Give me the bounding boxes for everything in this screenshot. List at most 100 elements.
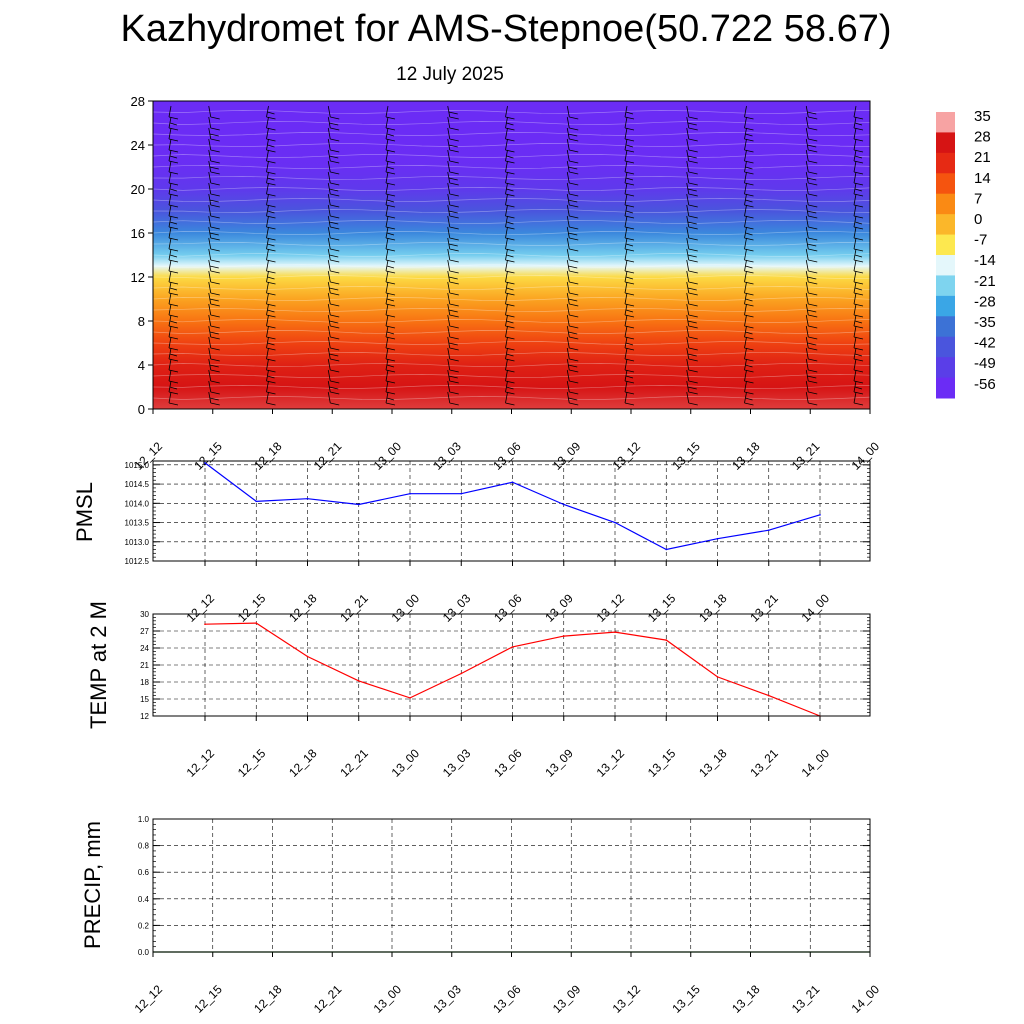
wind-barb-staff (744, 193, 747, 206)
y-tick-label: 16 (131, 226, 145, 241)
wind-barb-staff (566, 182, 570, 195)
wind-barb-flag (329, 122, 339, 126)
wind-barb-flag (210, 358, 220, 362)
wind-barb-flag (853, 149, 864, 153)
wind-barb-staff (805, 259, 809, 272)
temp-point (255, 622, 258, 624)
contour-line (153, 176, 870, 180)
x-tick-label: 13_15 (645, 746, 679, 780)
wind-barb-staff (168, 215, 172, 228)
wind-barb (505, 248, 515, 263)
wind-barb (168, 171, 179, 186)
wind-barb-staff (168, 347, 172, 360)
wind-barb-flag (569, 281, 579, 285)
wind-barb (686, 259, 698, 274)
wind-barb (447, 237, 459, 252)
wind-barb (266, 347, 276, 362)
wind-barb-flag (569, 314, 579, 318)
wind-barb-staff (168, 292, 172, 305)
wind-barb-staff (505, 160, 508, 173)
contour-line (153, 385, 870, 389)
wind-barb-flag (744, 347, 754, 351)
wind-barb (385, 171, 396, 186)
wind-barb-staff (686, 105, 690, 118)
wind-barb-flag (807, 309, 817, 313)
wind-barb-staff (686, 314, 690, 327)
wind-barb-staff (505, 204, 508, 217)
wind-barb-staff (168, 336, 172, 349)
wind-barb-flag (745, 298, 753, 302)
wind-barb-flag (210, 171, 220, 175)
wind-barb-flag (625, 144, 634, 148)
wind-barb-flag (330, 226, 340, 230)
wind-barb (624, 303, 635, 318)
wind-barb-flag (168, 303, 179, 307)
wind-barb-staff (624, 193, 628, 206)
y-tick-label: 27 (140, 627, 149, 636)
wind-barb-staff (447, 248, 451, 261)
wind-barb-staff (385, 204, 389, 217)
wind-barb-flag (505, 347, 515, 351)
temp-point (357, 680, 360, 682)
wind-barb-flag (210, 204, 220, 208)
wind-barb-staff (853, 369, 857, 382)
colorbar-label: -42 (974, 335, 996, 352)
wind-barb-staff (208, 182, 212, 195)
wind-barb-staff (624, 270, 628, 283)
wind-barb (447, 105, 459, 120)
wind-barb (447, 116, 459, 131)
wind-barb-staff (266, 193, 269, 206)
wind-barb-staff (744, 237, 747, 250)
wind-barb-flag (745, 166, 753, 170)
wind-barb (566, 325, 579, 340)
x-tick-label: 12_12 (184, 746, 218, 780)
wind-barb-flag (169, 155, 178, 159)
wind-barb-staff (447, 369, 451, 382)
wind-barb (505, 303, 515, 318)
temp-point (716, 676, 719, 678)
wind-barb-flag (569, 336, 579, 340)
wind-barb (208, 182, 220, 197)
wind-barb-staff (168, 127, 172, 140)
wind-barb-flag (744, 358, 754, 362)
wind-barb-flag (745, 199, 753, 203)
wind-barb (805, 303, 818, 318)
precip-panel: 0.0 0.2 0.4 0.6 0.8 1.0 12_12 12_15 12_18 12_21 13… (80, 815, 882, 1016)
wind-barb-flag (386, 133, 395, 137)
wind-barb-staff (624, 105, 628, 118)
wind-barb-staff (566, 325, 570, 338)
wind-barb-flag (449, 369, 459, 373)
wind-barb (385, 237, 396, 252)
wind-barb-staff (208, 314, 212, 327)
wind-barb-staff (208, 248, 212, 261)
wind-barb-flag (449, 160, 459, 164)
wind-barb-staff (447, 380, 451, 393)
wind-barb (566, 259, 579, 274)
wind-barb-staff (168, 380, 172, 393)
y-tick-label: 24 (140, 644, 149, 653)
wind-barb-flag (330, 149, 340, 153)
wind-barb-flag (744, 171, 754, 175)
wind-barb-staff (853, 127, 857, 140)
wind-barb (505, 149, 515, 164)
wind-barb-flag (385, 215, 396, 219)
y-tick-label: 1013.0 (125, 538, 150, 547)
wind-barb-flag (266, 215, 276, 219)
wind-barb (447, 336, 459, 351)
wind-barb-staff (744, 281, 747, 294)
wind-barb-flag (267, 375, 275, 379)
contour-line (153, 275, 870, 279)
wind-barb-flag (853, 369, 864, 373)
pmsl-point (357, 503, 360, 506)
wind-barb-staff (805, 127, 809, 140)
wind-barb-flag (385, 138, 396, 142)
wind-barb (208, 204, 220, 219)
wind-barb-staff (208, 325, 212, 338)
x-tick-label: 14_00 (799, 746, 833, 780)
wind-barb-staff (624, 336, 628, 349)
wind-barb-flag (168, 314, 179, 318)
wind-barb-flag (210, 248, 220, 252)
wind-barb-staff (385, 259, 389, 272)
wind-barb-flag (169, 353, 178, 357)
wind-barb-flag (688, 336, 698, 340)
